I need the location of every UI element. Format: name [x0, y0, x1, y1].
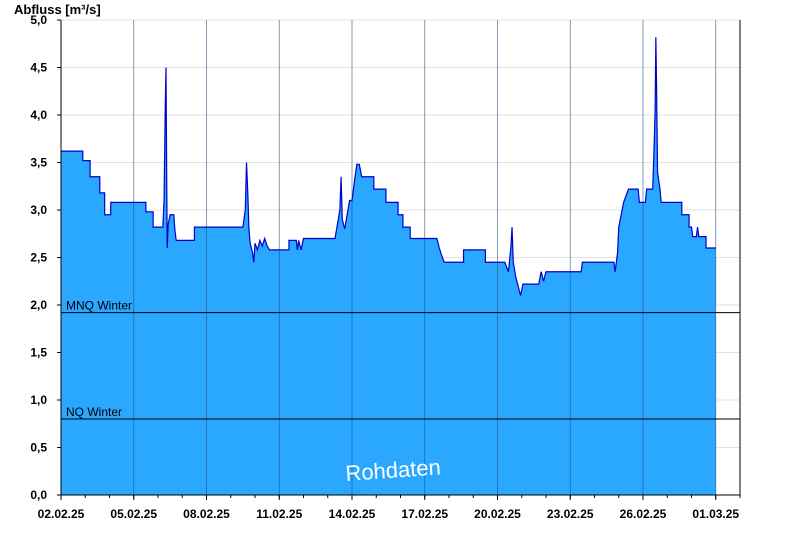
y-axis-label: Abfluss [m³/s]: [14, 2, 101, 17]
x-tick-label: 14.02.25: [329, 507, 376, 521]
y-tick-label: 3,0: [30, 203, 47, 217]
x-tick-label: 26.02.25: [620, 507, 667, 521]
y-tick-label: 1,5: [30, 346, 47, 360]
y-tick-label: 2,5: [30, 251, 47, 265]
x-tick-label: 17.02.25: [401, 507, 448, 521]
discharge-line: [61, 37, 716, 296]
x-tick-label: 02.02.25: [38, 507, 85, 521]
y-tick-label: 3,5: [30, 156, 47, 170]
x-tick-label: 11.02.25: [256, 507, 302, 521]
y-tick-label: 5,0: [30, 13, 47, 27]
x-tick-label: 05.02.25: [110, 507, 157, 521]
x-tick-label: 20.02.25: [474, 507, 521, 521]
y-tick-label: 1,0: [30, 393, 47, 407]
y-tick-label: 0,0: [30, 488, 47, 502]
x-tick-label: 01.03.25: [692, 507, 739, 521]
x-tick-label: 08.02.25: [183, 507, 230, 521]
y-tick-label: 0,5: [30, 441, 47, 455]
y-tick-label: 4,0: [30, 108, 47, 122]
reference-lines: MNQ Winter NQ Winter: [61, 299, 740, 420]
reference-line-label: NQ Winter: [66, 405, 122, 419]
reference-line-label: MNQ Winter: [66, 299, 132, 313]
y-tick-label: 4,5: [30, 61, 47, 75]
discharge-area: [61, 37, 716, 495]
y-tick-labels: 0,0 0,5 1,0 1,5 2,0 2,5 3,0 3,5 4,0 4,5 5,0: [30, 13, 61, 502]
vertical-gridlines: [133, 20, 717, 495]
x-tick-label: 23.02.25: [547, 507, 594, 521]
y-tick-label: 2,0: [30, 298, 47, 312]
x-tick-labels: 02.02.25 05.02.25 08.02.25 11.02.25 14.02.25…: [38, 495, 741, 521]
